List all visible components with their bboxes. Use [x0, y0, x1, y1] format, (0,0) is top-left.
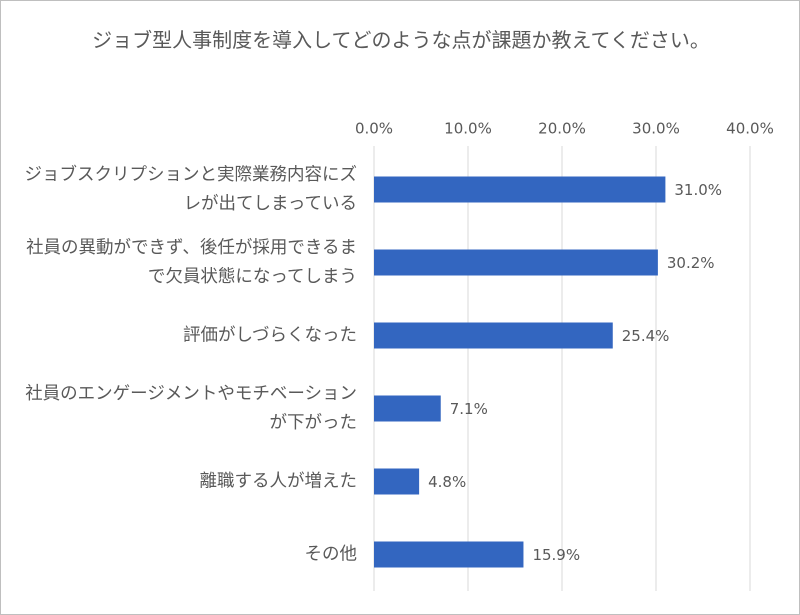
bar	[374, 468, 420, 495]
x-tick-label: 30.0%	[632, 120, 680, 138]
x-tick-label: 20.0%	[538, 120, 586, 138]
bar	[374, 249, 658, 276]
y-tick-label: その他	[304, 544, 358, 564]
value-label: 30.2%	[667, 254, 715, 272]
y-tick-label: 社員の異動ができず、後任が採用できるまで欠員状態になってしまう	[26, 237, 357, 287]
y-tick-label: 社員のエンゲージメントやモチベーションが下がった	[25, 383, 357, 433]
value-label: 4.8%	[428, 473, 466, 491]
y-tick-label: ジョブスクリプションと実際業務内容にズレが出てしまっている	[24, 164, 358, 214]
x-tick-label: 40.0%	[726, 120, 774, 138]
bar	[374, 322, 613, 349]
chart-title: ジョブ型人事制度を導入してどのような点が課題か教えてください。	[92, 28, 710, 52]
value-label: 15.9%	[532, 546, 580, 564]
value-label: 25.4%	[622, 327, 670, 345]
value-label: 31.0%	[674, 181, 722, 199]
y-tick-label: 評価がしづらくなった	[183, 325, 357, 345]
bar	[374, 541, 524, 568]
x-tick-label: 10.0%	[444, 120, 492, 138]
x-tick-label: 0.0%	[355, 120, 393, 138]
value-label: 7.1%	[450, 400, 488, 418]
bar	[374, 395, 441, 422]
y-tick-label: 離職する人が増えた	[199, 471, 358, 491]
bar	[374, 176, 666, 203]
